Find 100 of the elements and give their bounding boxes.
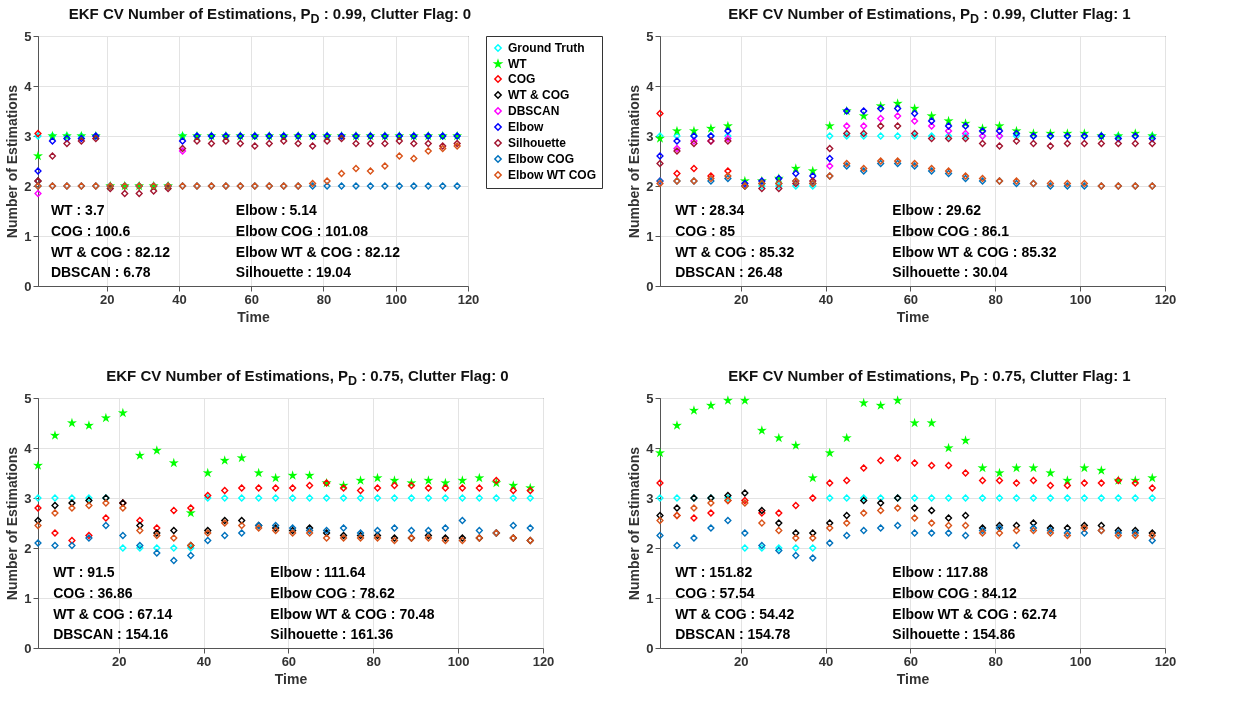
annotation: DBSCAN : 26.48 [675, 264, 783, 281]
y-tick-label: 0 [24, 640, 32, 656]
annotation: WT & COG : 67.14 [53, 605, 173, 622]
y-tick-label: 0 [24, 278, 32, 294]
y-tick-label: 2 [24, 540, 32, 556]
x-tick-label: 60 [903, 653, 919, 669]
x-tick-label: 60 [903, 291, 919, 307]
y-tick-label: 1 [24, 590, 32, 606]
annotation: Elbow COG : 86.1 [892, 222, 1010, 239]
annotation: Elbow COG : 101.08 [235, 222, 369, 239]
x-axis-title: Time [274, 670, 308, 687]
x-tick-label: 80 [988, 291, 1003, 307]
annotation: DBSCAN : 6.78 [50, 264, 151, 281]
x-tick-label: 40 [818, 291, 834, 307]
annotation: WT & COG : 54.42 [675, 605, 795, 622]
y-tick-label: 0 [646, 640, 654, 656]
annotation: WT : 3.7 [50, 202, 105, 218]
y-tick-label: 1 [646, 228, 654, 244]
x-tick-label: 100 [447, 653, 470, 669]
annotation: Elbow COG : 78.62 [270, 584, 395, 601]
x-axis-title: Time [237, 308, 270, 325]
annotation: DBSCAN : 154.78 [675, 626, 791, 643]
annotation: Silhouette : 30.04 [892, 264, 1008, 281]
y-tick-label: 2 [646, 178, 654, 194]
y-tick-label: 4 [646, 78, 655, 94]
chart-title: EKF CV Number of Estimations, P$_{D}$ : 0.99, Clutter Flag: 1 [727, 4, 1132, 28]
y-tick-label: 1 [646, 590, 654, 606]
y-tick-label: 2 [646, 540, 654, 556]
annotation: Elbow : 29.62 [892, 202, 982, 218]
legend-label: Ground Truth [508, 41, 585, 55]
y-tick-label: 0 [646, 278, 654, 294]
y-axis-title: Number of Estimations [626, 446, 643, 601]
legend-label: COG [508, 72, 536, 86]
y-tick-label: 5 [24, 28, 32, 44]
legend-label: Elbow [508, 120, 544, 134]
legend-label: DBSCAN [508, 104, 560, 118]
chart-title: EKF CV Number of Estimations, P$_{D}$ : 0.99, Clutter Flag: 0 [67, 4, 473, 28]
x-tick-label: 60 [244, 291, 259, 307]
annotation: Elbow : 5.14 [235, 202, 317, 218]
x-tick-label: 120 [457, 291, 480, 307]
annotation: Silhouette : 161.36 [270, 626, 394, 643]
x-tick-label: 100 [1069, 291, 1092, 307]
annotation: Elbow : 111.64 [270, 564, 366, 580]
x-tick-label: 60 [281, 653, 297, 669]
legend-label: Elbow WT COG [508, 168, 596, 182]
x-tick-label: 80 [988, 653, 1003, 669]
y-tick-label: 5 [24, 390, 32, 406]
x-tick-label: 120 [1154, 291, 1177, 307]
annotation: WT & COG : 82.12 [50, 243, 171, 260]
legend-label: Silhouette [508, 136, 567, 150]
x-tick-label: 40 [818, 653, 834, 669]
annotation: Elbow WT & COG : 70.48 [270, 605, 435, 622]
x-tick-label: 80 [316, 291, 332, 307]
annotation: DBSCAN : 154.16 [53, 626, 169, 643]
annotation: Elbow WT & COG : 62.74 [892, 605, 1057, 622]
y-tick-label: 3 [646, 490, 654, 506]
annotation: COG : 57.54 [675, 584, 755, 601]
annotation: WT & COG : 85.32 [675, 243, 795, 260]
x-tick-label: 120 [532, 653, 555, 669]
annotation: WT : 91.5 [53, 564, 115, 580]
y-tick-label: 4 [646, 440, 655, 456]
y-tick-label: 4 [24, 78, 33, 94]
y-tick-label: 4 [24, 440, 33, 456]
annotation: Elbow : 117.88 [892, 564, 989, 580]
y-tick-label: 1 [24, 228, 32, 244]
annotation: Silhouette : 154.86 [892, 626, 1016, 643]
y-tick-label: 3 [646, 128, 654, 144]
annotation: Silhouette : 19.04 [235, 264, 352, 281]
y-tick-label: 5 [646, 390, 654, 406]
x-tick-label: 20 [99, 291, 115, 307]
y-tick-label: 2 [24, 178, 32, 194]
x-tick-label: 40 [196, 653, 212, 669]
x-tick-label: 120 [1154, 653, 1177, 669]
annotation: WT : 28.34 [675, 202, 745, 218]
annotation: Elbow WT & COG : 82.12 [235, 243, 401, 260]
annotation: COG : 85 [675, 222, 736, 239]
y-axis-title: Number of Estimations [4, 446, 21, 601]
y-axis-title: Number of Estimations [4, 84, 21, 239]
x-tick-label: 20 [733, 291, 749, 307]
legend-label: Elbow COG [508, 152, 574, 166]
x-tick-label: 100 [1069, 653, 1092, 669]
annotation: COG : 100.6 [50, 222, 131, 239]
annotation: Elbow WT & COG : 85.32 [892, 243, 1057, 260]
y-tick-label: 5 [646, 28, 654, 44]
annotation: WT : 151.82 [675, 564, 753, 580]
chart-title: EKF CV Number of Estimations, P$_{D}$ : 0.75, Clutter Flag: 0 [105, 366, 510, 390]
annotation: Elbow COG : 84.12 [892, 584, 1017, 601]
x-axis-title: Time [896, 670, 930, 687]
annotation: COG : 36.86 [53, 584, 133, 601]
legend-label: WT & COG [508, 88, 570, 102]
chart-title: EKF CV Number of Estimations, P$_{D}$ : 0.75, Clutter Flag: 1 [727, 366, 1132, 390]
x-tick-label: 40 [172, 291, 187, 307]
y-axis-title: Number of Estimations [626, 84, 643, 239]
legend-label: WT [508, 57, 528, 71]
y-tick-label: 3 [24, 128, 32, 144]
x-tick-label: 100 [385, 291, 408, 307]
x-tick-label: 80 [366, 653, 381, 669]
x-tick-label: 20 [111, 653, 127, 669]
x-axis-title: Time [896, 308, 930, 325]
x-tick-label: 20 [733, 653, 749, 669]
